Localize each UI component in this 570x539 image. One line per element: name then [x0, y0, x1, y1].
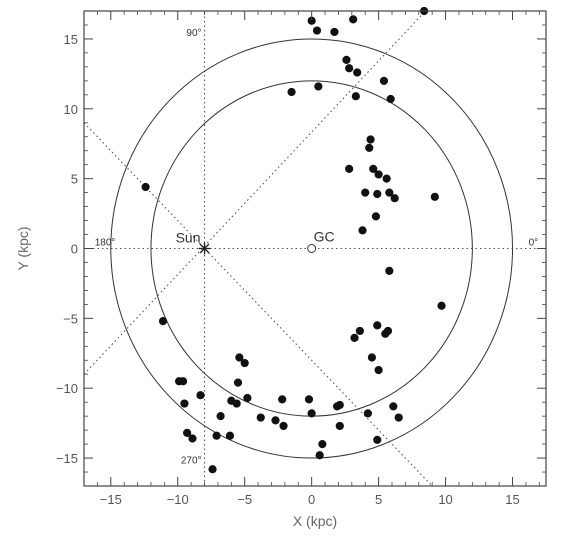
data-point	[342, 55, 351, 64]
data-point	[256, 413, 265, 422]
markers-layer	[198, 242, 317, 255]
x-tick-label: 10	[438, 492, 452, 507]
data-point	[365, 143, 374, 153]
x-tick-label: 15	[505, 492, 519, 507]
guide-line-2	[83, 10, 426, 375]
ticks-layer: −15 −10 −5 0 5 10 15 −15 −10 −5 0 5 10 15	[56, 10, 546, 507]
data-point	[385, 266, 394, 275]
data-point	[304, 395, 314, 404]
y-tick-label: −15	[56, 451, 78, 466]
y-tick-label: 5	[71, 172, 78, 187]
guide-line-3	[83, 122, 433, 487]
data-point	[178, 377, 188, 386]
data-point	[383, 326, 393, 336]
y-tick-label: −10	[56, 381, 78, 396]
data-point	[315, 451, 324, 460]
sun-label: Sun	[176, 230, 201, 246]
data-point	[208, 465, 217, 474]
data-point	[141, 182, 150, 192]
data-point	[232, 399, 241, 408]
data-point	[374, 365, 383, 375]
data-point	[350, 333, 359, 343]
data-point	[180, 399, 189, 408]
x-tick-label: −5	[237, 492, 252, 507]
data-point	[330, 27, 339, 37]
data-point	[312, 26, 322, 35]
data-point	[361, 188, 370, 197]
data-point	[212, 431, 221, 440]
data-point	[367, 353, 377, 362]
longitude-90-label: 90°	[186, 28, 201, 39]
data-point	[216, 412, 225, 421]
data-point	[437, 301, 446, 310]
data-point	[307, 16, 316, 25]
x-tick-label: −10	[167, 492, 189, 507]
x-tick-label: 5	[375, 492, 382, 507]
data-point	[240, 358, 249, 368]
y-tick-label: −5	[63, 311, 78, 326]
y-tick-label: 15	[64, 32, 78, 47]
data-point	[374, 170, 383, 179]
data-point	[353, 68, 362, 77]
data-point	[379, 76, 389, 85]
data-point	[386, 94, 395, 104]
sun-marker-ray	[199, 243, 210, 254]
data-point	[314, 82, 323, 91]
data-point	[279, 421, 288, 431]
data-point	[271, 416, 280, 425]
data-point	[382, 174, 391, 183]
data-point	[307, 409, 316, 418]
data-point	[430, 192, 439, 201]
data-point	[335, 400, 344, 410]
data-point	[188, 434, 197, 443]
data-point	[373, 321, 382, 330]
longitude-0-label: 0°	[529, 238, 539, 249]
data-point	[394, 413, 403, 422]
data-point	[351, 92, 360, 101]
sun-marker	[198, 242, 211, 255]
data-point	[349, 15, 358, 24]
data-point	[371, 212, 381, 221]
data-point	[335, 421, 344, 431]
data-point	[385, 188, 394, 197]
y-axis-title: Y (kpc)	[15, 226, 31, 270]
radius-circle-15	[110, 38, 514, 459]
data-point	[287, 87, 296, 97]
data-point	[369, 164, 378, 173]
data-point	[318, 439, 327, 449]
longitude-180-label: 180°	[95, 238, 116, 249]
data-point	[373, 435, 382, 444]
data-point	[183, 428, 192, 438]
data-point	[158, 317, 168, 326]
data-point	[278, 395, 287, 404]
data-point	[243, 393, 252, 403]
data-point	[235, 353, 244, 362]
data-point	[358, 226, 367, 235]
data-point	[345, 164, 354, 173]
galactic-center-marker	[307, 244, 317, 253]
y-tick-label: 0	[71, 242, 78, 257]
data-point	[366, 135, 375, 144]
data-point	[390, 194, 399, 203]
data-point	[373, 189, 382, 199]
x-tick-label: −15	[100, 492, 122, 507]
data-point	[363, 409, 372, 418]
x-tick-label: 0	[308, 492, 315, 507]
data-point	[225, 431, 235, 440]
x-axis-title: X (kpc)	[293, 513, 337, 529]
gc-label: GC	[314, 229, 335, 245]
data-point	[389, 402, 398, 411]
data-point	[233, 378, 243, 387]
data-point	[355, 326, 364, 336]
data-point	[345, 64, 354, 73]
y-tick-label: 10	[64, 102, 78, 117]
longitude-270-label: 270°	[181, 455, 202, 466]
data-point	[196, 391, 205, 400]
data-points-layer	[141, 6, 446, 474]
